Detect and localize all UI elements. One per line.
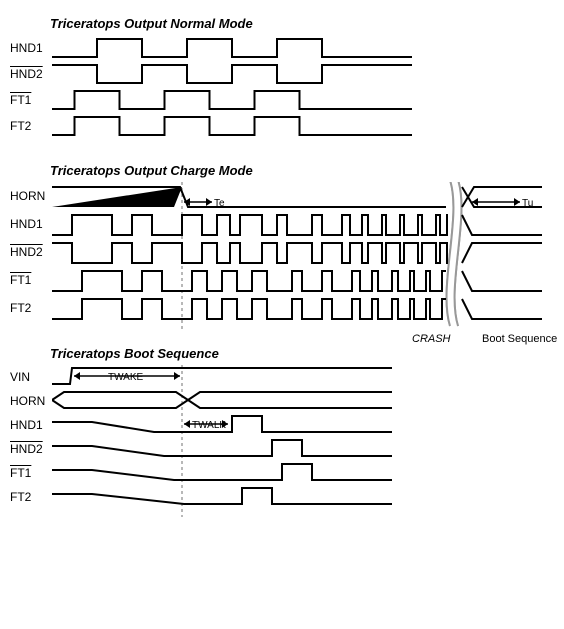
waveform (52, 464, 392, 480)
waveform (52, 299, 542, 319)
waveform (52, 117, 412, 135)
waveform (52, 271, 542, 291)
signal-label: HND2 (10, 245, 52, 259)
signal-label: HND1 (10, 41, 52, 55)
signal-row: HND2 (10, 437, 554, 461)
signal-label: HND1 (10, 217, 52, 231)
signal-row: FT1 (10, 87, 554, 113)
signal-label: HORN (10, 394, 52, 408)
waveform (52, 91, 412, 109)
signal-row: HORN (10, 389, 554, 413)
signal-row: HND2 (10, 238, 554, 266)
signal-row: HND1 (10, 210, 554, 238)
waveform (52, 440, 392, 456)
signal-label: FT2 (10, 301, 52, 315)
section-title: Triceratops Boot Sequence (50, 346, 554, 361)
waveform (52, 243, 542, 263)
signal-row: HND2 (10, 61, 554, 87)
signal-label: FT2 (10, 490, 52, 504)
signal-label: FT1 (10, 93, 52, 107)
waveform (52, 488, 392, 504)
waveform (52, 39, 412, 57)
waveform (52, 215, 542, 235)
signal-row: FT2 (10, 113, 554, 139)
signal-label: HND2 (10, 67, 52, 81)
signal-row: FT1 (10, 461, 554, 485)
signal-label: HND2 (10, 442, 52, 456)
section-title: Triceratops Output Charge Mode (50, 163, 554, 178)
waveform (52, 65, 412, 83)
signal-row: FT2 (10, 294, 554, 322)
signal-row: HORN (10, 182, 554, 210)
waveform (52, 416, 392, 432)
signal-label: HND1 (10, 418, 52, 432)
signal-label: FT2 (10, 119, 52, 133)
signal-row: HND1 (10, 413, 554, 437)
section-title: Triceratops Output Normal Mode (50, 16, 554, 31)
waveform (52, 392, 392, 400)
signal-label: FT1 (10, 273, 52, 287)
signal-label: FT1 (10, 466, 52, 480)
signal-row: FT2 (10, 485, 554, 509)
waveform (52, 368, 392, 384)
signal-row: FT1 (10, 266, 554, 294)
signal-row: HND1 (10, 35, 554, 61)
signal-label: HORN (10, 189, 52, 203)
signal-row: VIN (10, 365, 554, 389)
signal-label: VIN (10, 370, 52, 384)
